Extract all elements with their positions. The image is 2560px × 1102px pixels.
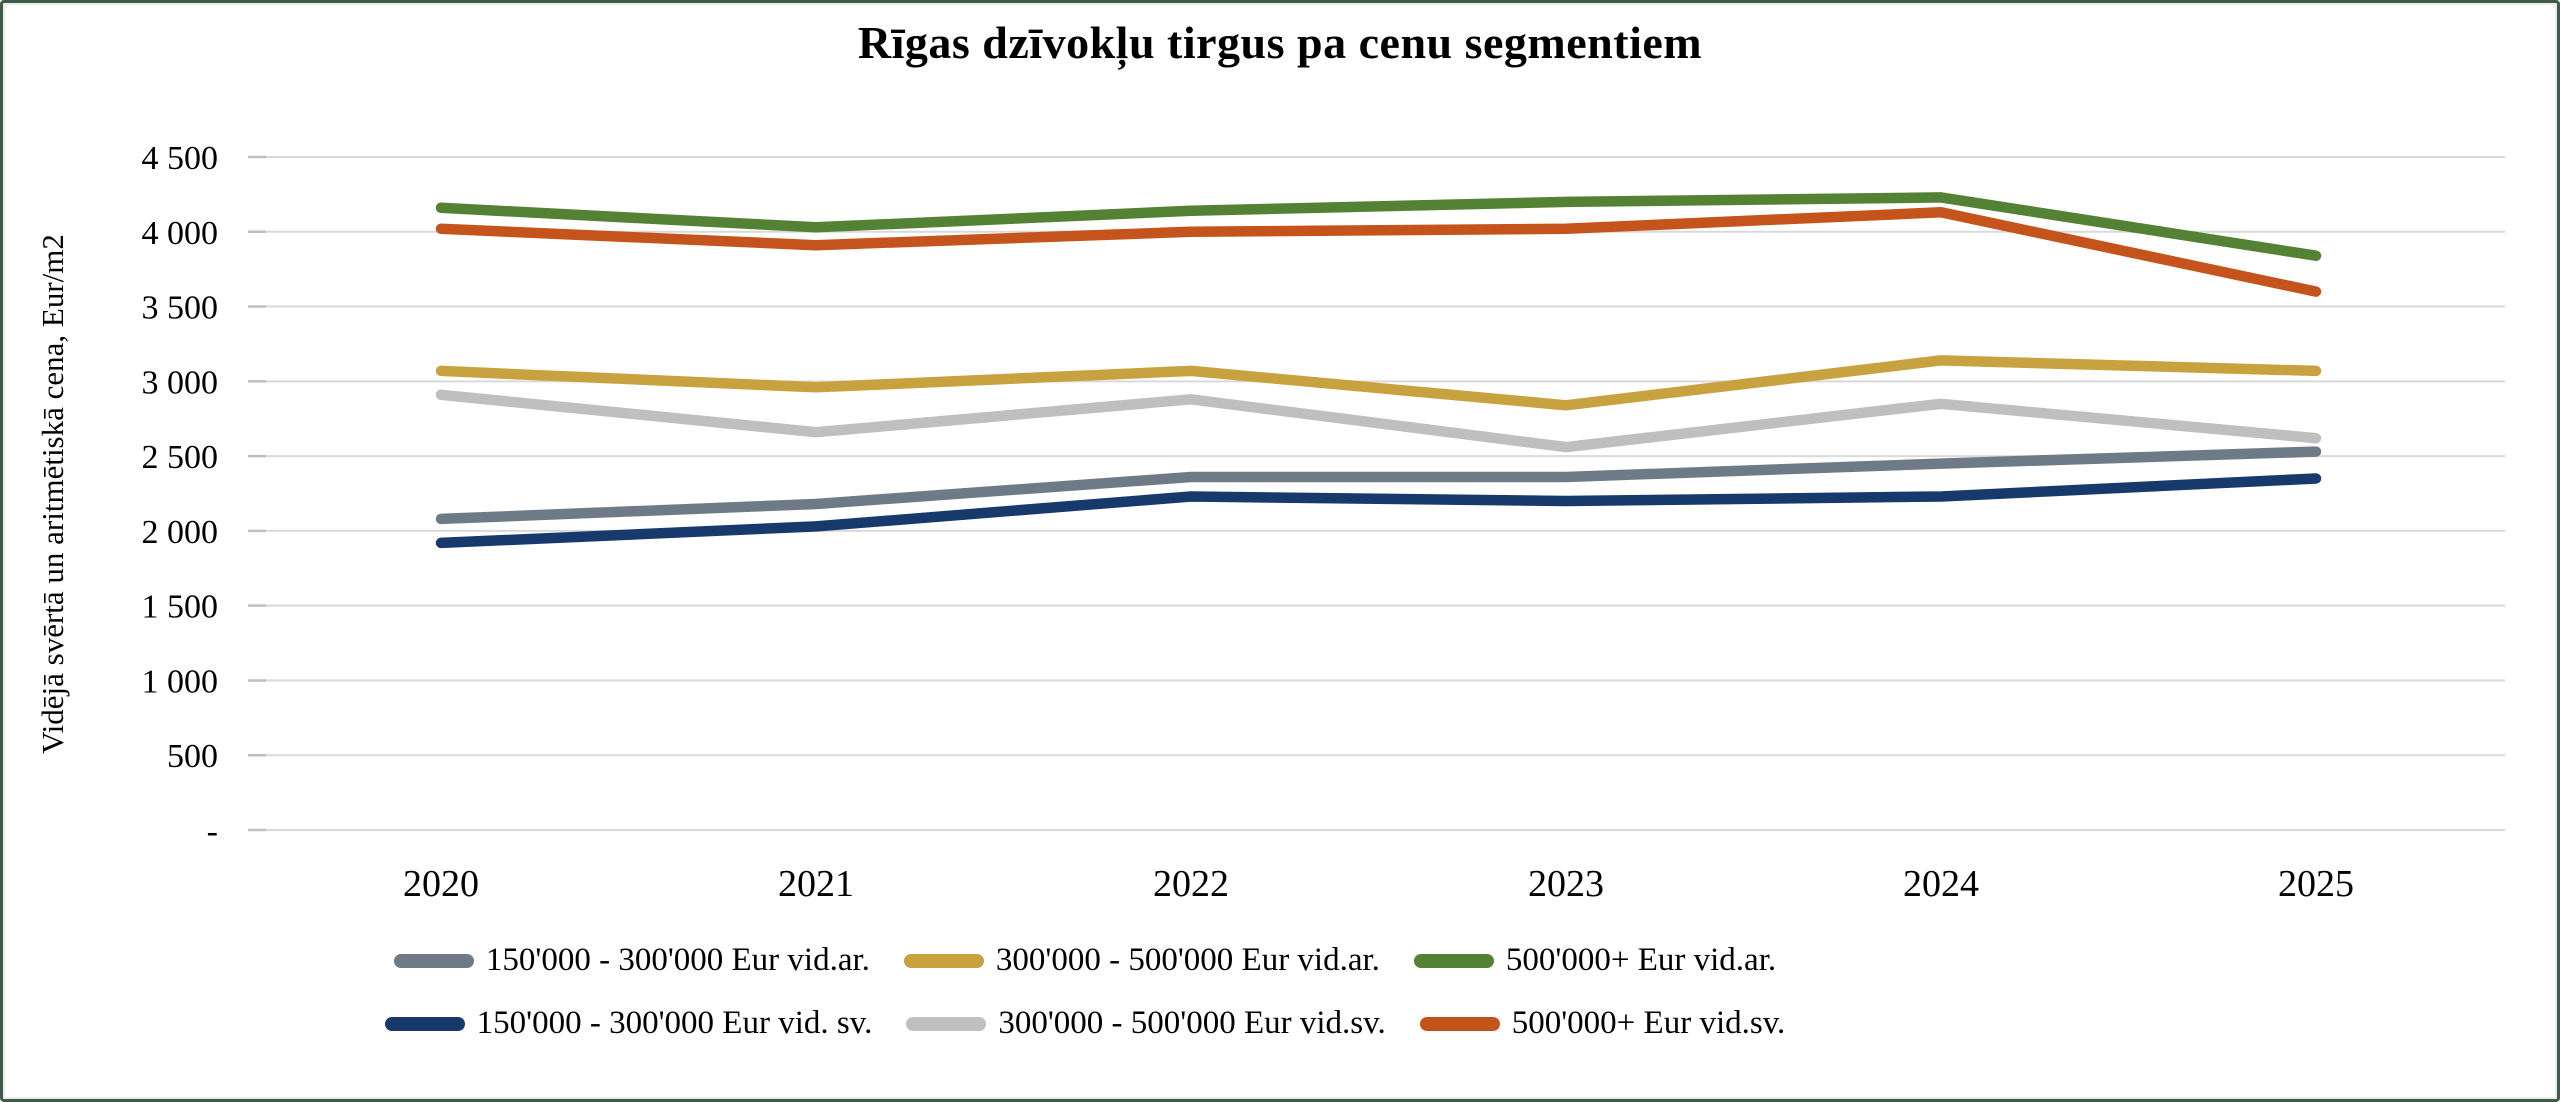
legend-swatch-gray-icon <box>393 953 474 968</box>
x-tick-label: 2020 <box>403 863 479 905</box>
legend-label: 500'000+ Eur vid.sv. <box>1511 1005 1786 1041</box>
series-line-2 <box>435 192 2322 261</box>
legend-label: 150'000 - 300'000 Eur vid. sv. <box>476 1005 873 1041</box>
legend-swatch-orange-icon <box>1419 1016 1500 1031</box>
line-chart-plot-area: 4 500 4 000 3 500 3 000 2 500 2 000 1 500 1 000… <box>142 140 2505 905</box>
legend-item-300-500-vid-ar: 300'000 - 500'000 Eur vid.ar. <box>903 942 1380 979</box>
series-line-3 <box>435 473 2322 549</box>
chart-title: Rīgas dzīvokļu tirgus pa cenu segmentiem <box>857 17 1703 68</box>
y-tick-label: 4 500 <box>142 140 219 177</box>
legend-swatch-lightgray-icon <box>906 1016 987 1031</box>
series-line-1 <box>435 355 2322 411</box>
legend-row-2: 150'000 - 300'000 Eur vid. sv. 300'000 -… <box>384 1005 1786 1042</box>
legend-swatch-navy-icon <box>384 1016 465 1031</box>
legend-item-150-300-vid-sv: 150'000 - 300'000 Eur vid. sv. <box>384 1005 873 1042</box>
chart-legend: 150'000 - 300'000 Eur vid.ar. 300'000 - … <box>0 942 2170 1042</box>
y-tick-label: 4 000 <box>142 215 219 252</box>
y-tick-label: 2 000 <box>142 514 219 551</box>
x-tick-label: 2024 <box>1903 863 1979 905</box>
series-line-5 <box>435 207 2322 297</box>
x-tick-label: 2025 <box>2278 863 2354 905</box>
legend-item-500plus-vid-ar: 500'000+ Eur vid.ar. <box>1413 942 1777 979</box>
y-tick-label: 500 <box>167 738 218 775</box>
y-tick-label: 2 500 <box>142 439 219 476</box>
y-tick-label: 3 000 <box>142 364 219 401</box>
y-tick-label: 3 500 <box>142 290 219 327</box>
series-line-0 <box>435 446 2322 525</box>
y-tick-label: 1 000 <box>142 663 219 700</box>
x-tick-label: 2021 <box>778 863 854 905</box>
y-tick-label: - <box>207 813 218 850</box>
x-tick-label: 2023 <box>1528 863 1604 905</box>
legend-row-1: 150'000 - 300'000 Eur vid.ar. 300'000 - … <box>393 942 1777 979</box>
legend-label: 300'000 - 500'000 Eur vid.ar. <box>995 942 1380 978</box>
legend-swatch-gold-icon <box>903 953 984 968</box>
y-tick-label: 1 500 <box>142 589 219 626</box>
x-tick-label: 2022 <box>1153 863 1229 905</box>
legend-item-500plus-vid-sv: 500'000+ Eur vid.sv. <box>1419 1005 1786 1042</box>
legend-item-150-300-vid-ar: 150'000 - 300'000 Eur vid.ar. <box>393 942 870 979</box>
legend-item-300-500-vid-sv: 300'000 - 500'000 Eur vid.sv. <box>906 1005 1386 1042</box>
legend-label: 150'000 - 300'000 Eur vid.ar. <box>485 942 870 978</box>
legend-label: 500'000+ Eur vid.ar. <box>1505 942 1777 978</box>
legend-label: 300'000 - 500'000 Eur vid.sv. <box>998 1005 1386 1041</box>
legend-swatch-green-icon <box>1413 953 1494 968</box>
series-line-4 <box>435 389 2322 453</box>
